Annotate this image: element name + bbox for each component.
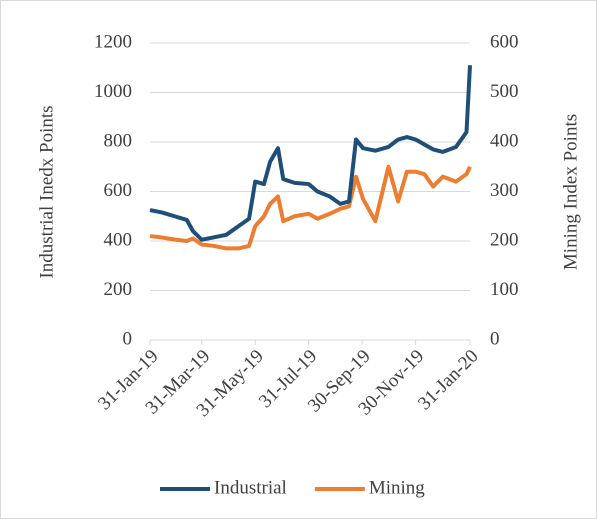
y2-tick-label: 400: [490, 130, 519, 151]
y-tick-label: 200: [104, 279, 133, 300]
y-tick-label: 1200: [94, 31, 132, 52]
y-axis-label: Industrial Inedx Points: [36, 105, 57, 278]
y2-tick-label: 200: [490, 229, 519, 250]
series-line: [149, 65, 472, 242]
y-tick-label: 400: [104, 229, 133, 250]
y-tick-label: 600: [104, 180, 133, 201]
y2-tick-label: 600: [490, 31, 519, 52]
legend-label: Industrial: [214, 477, 287, 498]
legend-label: Mining: [369, 477, 425, 498]
y2-tick-label: 0: [490, 328, 500, 349]
y2-tick-label: 300: [490, 180, 519, 201]
y-tick-label: 1000: [94, 81, 132, 102]
y2-tick-label: 100: [490, 279, 519, 300]
series-line: [149, 164, 472, 251]
y2-tick-label: 500: [490, 81, 519, 102]
y-tick-label: 0: [123, 328, 133, 349]
y2-axis-label: Mining Index Points: [560, 114, 581, 270]
y-tick-label: 800: [104, 130, 133, 151]
